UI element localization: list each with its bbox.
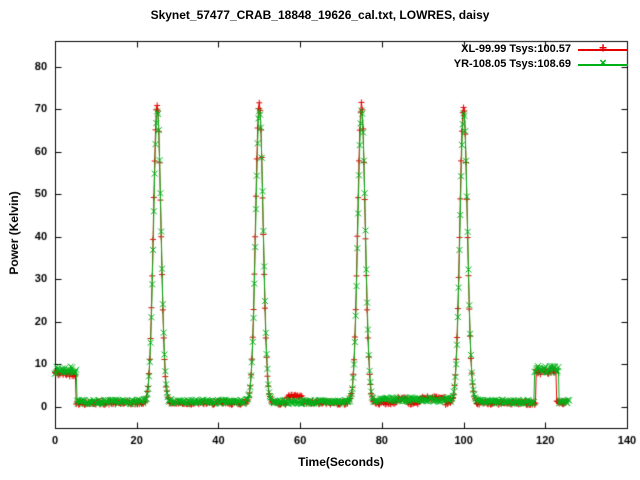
legend-line-icon	[578, 63, 628, 66]
legend-sample-cross-icon: ×	[578, 55, 628, 71]
legend-sample-plus-icon: +	[578, 40, 628, 56]
legend-entry-0: XL-99.99 Tsys:100.57 +	[454, 42, 628, 56]
legend-marker-icon: +	[599, 40, 607, 56]
legend-label: YR-108.05 Tsys:108.69	[453, 58, 571, 70]
legend-marker-icon: ×	[599, 55, 607, 71]
legend-entry-1: YR-108.05 Tsys:108.69 ×	[454, 57, 628, 71]
chart-title: Skynet_57477_CRAB_18848_19626_cal.txt, L…	[150, 8, 490, 22]
x-axis-label: Time(Seconds)	[298, 455, 384, 469]
legend-label: XL-99.99 Tsys:100.57	[461, 43, 571, 55]
legend: XL-99.99 Tsys:100.57 + YR-108.05 Tsys:108.…	[454, 42, 628, 71]
y-axis-label: Power (Kelvin)	[7, 191, 21, 275]
legend-line-icon	[578, 48, 628, 51]
